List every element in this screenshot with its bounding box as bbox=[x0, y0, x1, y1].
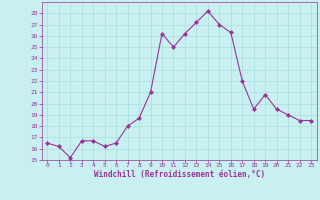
X-axis label: Windchill (Refroidissement éolien,°C): Windchill (Refroidissement éolien,°C) bbox=[94, 170, 265, 179]
